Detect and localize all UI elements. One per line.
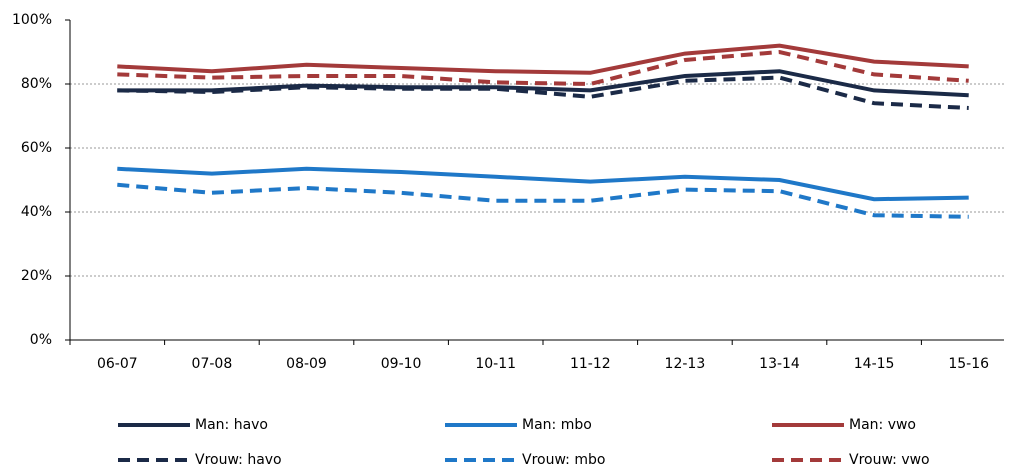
x-tick-label: 09-10 [381, 356, 422, 372]
legend-label: Man: mbo [522, 417, 592, 433]
y-tick-label: 40% [21, 204, 52, 220]
x-tick-label: 12-13 [665, 356, 706, 372]
line-series [117, 166, 969, 202]
y-tick-label: 0% [30, 332, 52, 348]
x-tick-label: 11-12 [570, 356, 611, 372]
x-tick-label: 14-15 [854, 356, 895, 372]
y-tick-label: 100% [12, 12, 52, 28]
y-tick-label: 60% [21, 140, 52, 156]
line-series [117, 49, 969, 87]
x-tick-label: 13-14 [759, 356, 800, 372]
line-series [117, 75, 969, 110]
x-tick-label: 10-11 [475, 356, 516, 372]
x-tick-label: 06-07 [97, 356, 138, 372]
legend-label: Vrouw: mbo [522, 452, 605, 467]
line-series [117, 43, 969, 75]
y-tick-label: 20% [21, 268, 52, 284]
y-tick-label: 80% [21, 76, 52, 92]
legend-label: Vrouw: vwo [849, 452, 930, 467]
x-tick-label: 15-16 [948, 356, 989, 372]
legend-label: Man: havo [195, 417, 268, 433]
line-series [117, 182, 969, 219]
x-tick-label: 07-08 [192, 356, 233, 372]
x-tick-label: 08-09 [286, 356, 327, 372]
legend-label: Vrouw: havo [195, 452, 282, 467]
legend-label: Man: vwo [849, 417, 916, 433]
